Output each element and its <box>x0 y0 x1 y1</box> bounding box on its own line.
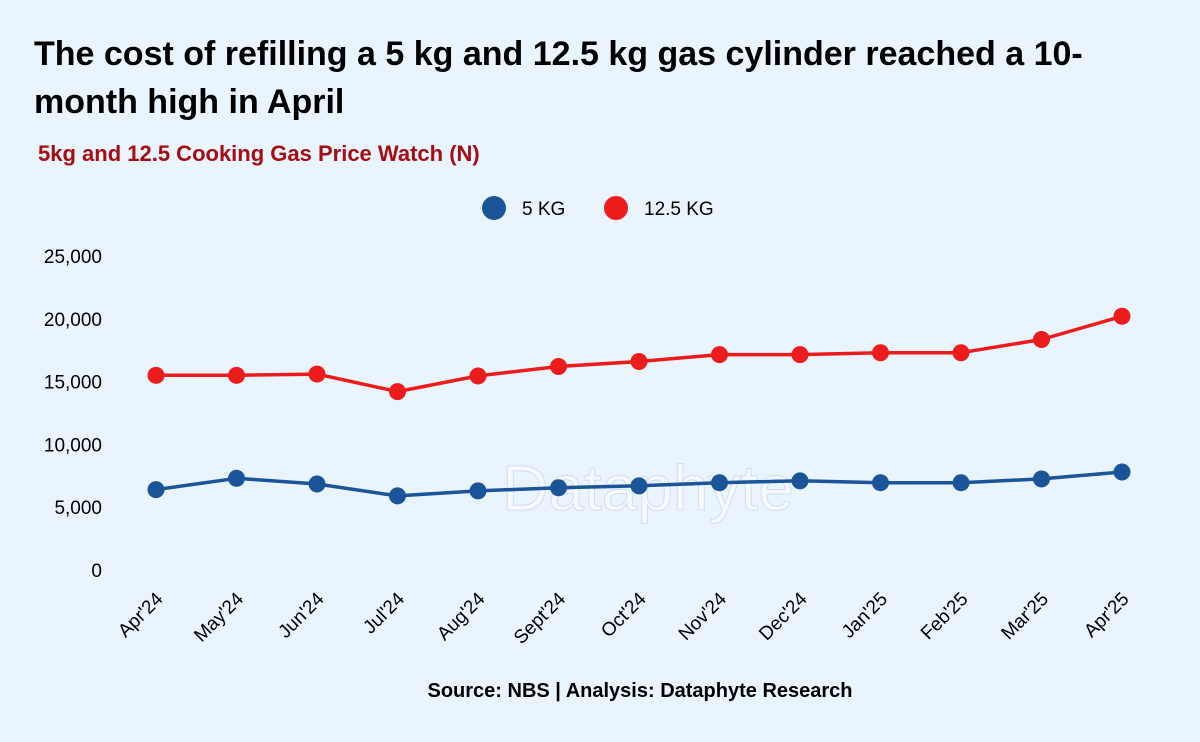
data-point <box>872 344 889 362</box>
x-tick-label: Apr'25 <box>1080 589 1133 642</box>
data-point <box>791 346 809 364</box>
x-tick-label: Feb'25 <box>917 589 973 645</box>
data-point <box>711 346 728 364</box>
x-tick-label: Nov'24 <box>675 588 732 645</box>
x-tick-label: May'24 <box>190 588 248 646</box>
data-point <box>308 365 326 383</box>
series-layer <box>147 307 1131 505</box>
x-tick-label: Dec'24 <box>755 588 812 645</box>
y-tick-label: 5,000 <box>54 498 102 519</box>
legend-marker <box>482 196 506 220</box>
data-point <box>1113 307 1131 325</box>
x-tick-label: Oct'24 <box>597 588 651 642</box>
data-point <box>228 366 245 384</box>
data-point <box>952 344 970 362</box>
y-axis: 25,000 20,000 15,000 10,000 5,000 0 <box>44 247 102 582</box>
chart-subtitle: 5kg and 12.5 Cooking Gas Price Watch (N) <box>38 141 480 166</box>
y-tick-label: 15,000 <box>44 373 102 394</box>
data-point <box>630 477 648 495</box>
chart-legend: 5 KG 12.5 KG <box>482 196 714 220</box>
legend-label: 5 KG <box>522 199 565 220</box>
data-point <box>872 474 889 492</box>
data-point <box>1033 331 1050 349</box>
data-point <box>1113 463 1131 481</box>
data-point <box>550 479 567 497</box>
source-note: Source: NBS | Analysis: Dataphyte Resear… <box>427 680 853 702</box>
data-point <box>147 366 165 384</box>
data-point <box>791 472 809 490</box>
x-tick-label: Jan'25 <box>838 589 892 643</box>
data-point <box>228 469 245 487</box>
x-tick-label: Jun'24 <box>275 588 329 642</box>
data-point <box>389 383 406 401</box>
data-point <box>550 358 567 376</box>
y-tick-label: 0 <box>91 561 102 582</box>
legend-marker <box>604 196 628 220</box>
x-tick-label: Apr'24 <box>114 588 168 642</box>
y-tick-label: 10,000 <box>44 435 102 456</box>
x-tick-label: Aug'24 <box>433 588 490 645</box>
x-axis: Apr'24 May'24 Jun'24 Jul'24 Aug'24 Sept'24 Oct… <box>114 588 1133 648</box>
x-tick-label: Sept'24 <box>510 588 570 648</box>
chart-title: The cost of refilling a 5 kg and 12.5 kg… <box>34 35 1083 121</box>
x-tick-label: Jul'24 <box>359 588 409 638</box>
data-point <box>147 481 165 499</box>
y-tick-label: 25,000 <box>44 247 102 268</box>
data-point <box>952 474 970 492</box>
data-point <box>630 353 648 371</box>
data-point <box>1033 470 1050 488</box>
x-tick-label: Mar'25 <box>998 589 1053 644</box>
data-point <box>308 475 326 493</box>
y-tick-label: 20,000 <box>44 310 102 331</box>
data-point <box>711 474 728 492</box>
data-point <box>469 482 487 500</box>
data-point <box>469 367 487 385</box>
data-point <box>389 487 406 505</box>
legend-label: 12.5 KG <box>644 199 714 220</box>
